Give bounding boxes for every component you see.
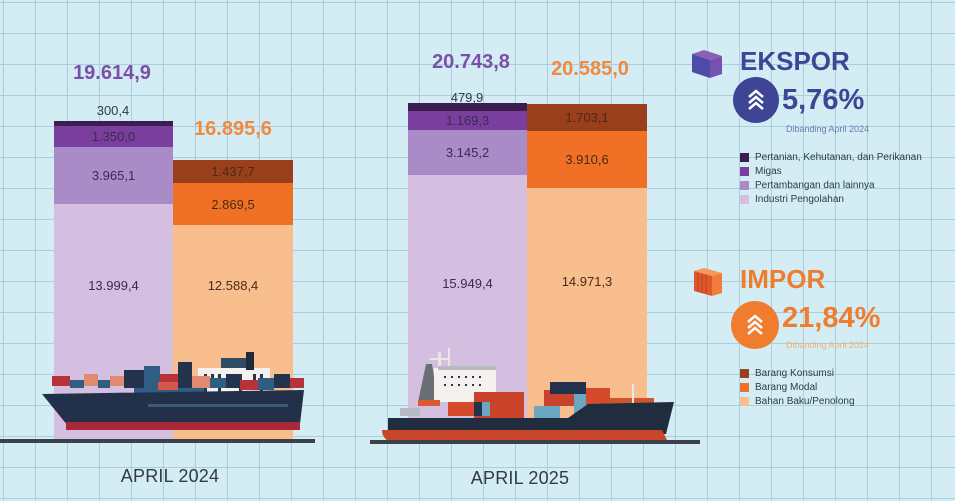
ekspor-title: EKSPOR bbox=[740, 46, 850, 76]
import-container-icon bbox=[694, 268, 722, 296]
export-total-2025: 20.743,8 bbox=[432, 51, 510, 73]
legend-swatch bbox=[740, 194, 749, 204]
container-ship-icon bbox=[42, 352, 304, 430]
export-container-icon bbox=[692, 50, 722, 78]
segment-modal-2024: 2.869,5 bbox=[173, 183, 293, 225]
year-label-2024: APRIL 2024 bbox=[120, 466, 220, 486]
segment-pertambangan-2024: 3.965,1 bbox=[54, 147, 173, 204]
segment-konsumsi-2024: 1.437,7 bbox=[173, 160, 293, 183]
cargo-ship-icon bbox=[382, 348, 674, 442]
chevrons-up-icon bbox=[747, 314, 763, 335]
top-segment-label-2024: 300,4 bbox=[96, 103, 130, 118]
segment-modal-2025: 3.910,6 bbox=[527, 131, 647, 188]
legend-item: Industri Pengolahan bbox=[740, 192, 922, 206]
ekspor-comparison-note: Dibanding April 2024 bbox=[786, 124, 870, 134]
chevrons-up-icon bbox=[748, 89, 764, 110]
legend-item: Migas bbox=[740, 164, 922, 178]
import-total-2024: 16.895,6 bbox=[194, 118, 272, 140]
impor-legend: Barang Konsumsi Barang Modal Bahan Baku/… bbox=[740, 366, 855, 408]
segment-pertanian-2024 bbox=[54, 121, 173, 126]
ekspor-trend-badge bbox=[733, 77, 779, 123]
segment-migas-2024: 1.350,0 bbox=[54, 126, 173, 147]
legend-swatch bbox=[740, 396, 749, 406]
legend-item: Pertanian, Kehutanan, dan Perikanan bbox=[740, 150, 922, 164]
legend-swatch bbox=[740, 382, 749, 392]
impor-change-percent: 21,84% bbox=[782, 302, 881, 334]
legend-item: Pertambangan dan lainnya bbox=[740, 178, 922, 192]
legend-swatch bbox=[740, 152, 749, 162]
year-label-2025: APRIL 2025 bbox=[470, 468, 570, 488]
impor-comparison-note: Dibanding April 2024 bbox=[786, 340, 870, 350]
impor-title: IMPOR bbox=[740, 264, 826, 294]
export-total-2024: 19.614,9 bbox=[73, 62, 151, 84]
ekspor-legend: Pertanian, Kehutanan, dan Perikanan Miga… bbox=[740, 150, 922, 206]
ground-line bbox=[370, 440, 700, 444]
segment-pertambangan-2025: 3.145,2 bbox=[408, 130, 527, 175]
impor-trend-badge bbox=[731, 301, 779, 349]
ground-line bbox=[0, 439, 315, 443]
top-segment-label-2025: 479,9 bbox=[450, 90, 484, 105]
segment-konsumsi-2025: 1.703,1 bbox=[527, 104, 647, 131]
legend-item: Barang Konsumsi bbox=[740, 366, 855, 380]
segment-migas-2025: 1.169,3 bbox=[408, 111, 527, 130]
legend-item: Bahan Baku/Penolong bbox=[740, 394, 855, 408]
legend-swatch bbox=[740, 368, 749, 378]
segment-pertanian-2025 bbox=[408, 103, 527, 111]
legend-swatch bbox=[740, 166, 749, 176]
import-total-2025: 20.585,0 bbox=[551, 58, 629, 80]
legend-item: Barang Modal bbox=[740, 380, 855, 394]
legend-swatch bbox=[740, 180, 749, 190]
ekspor-change-percent: 5,76% bbox=[782, 84, 865, 116]
